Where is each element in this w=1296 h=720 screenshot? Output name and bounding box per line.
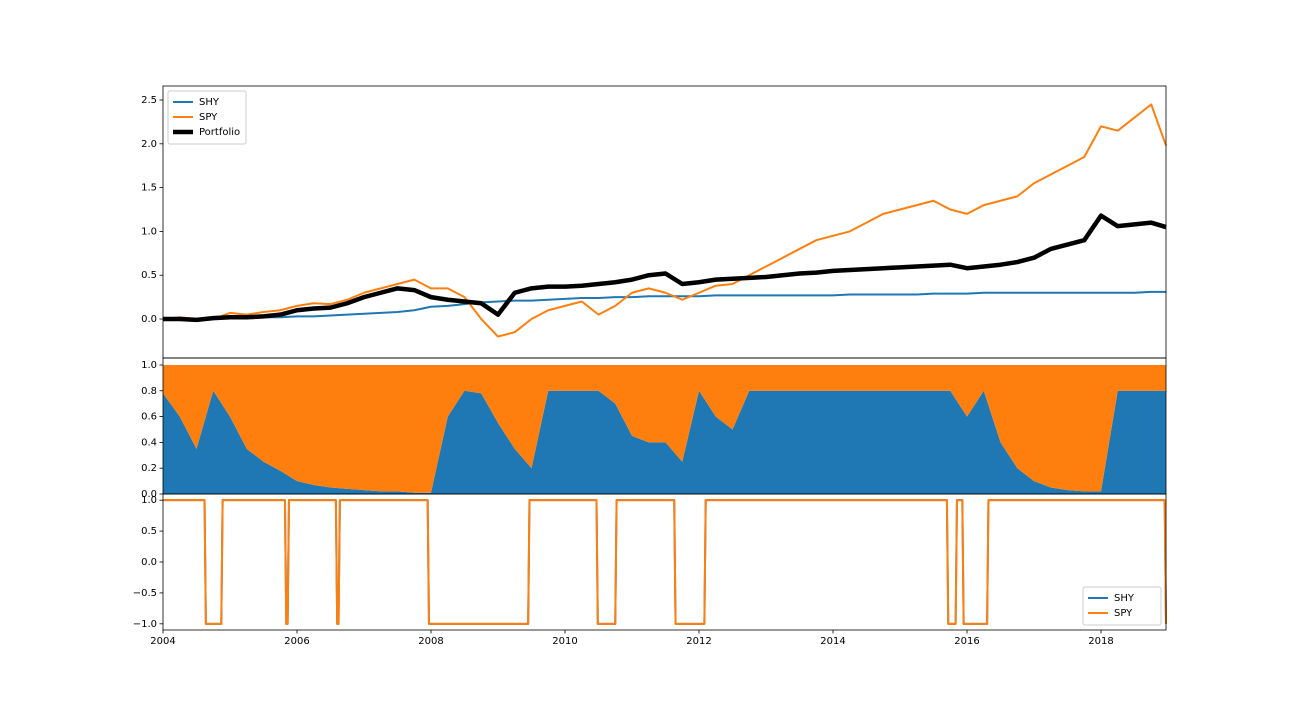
legend-label: SHY xyxy=(1114,593,1135,604)
x-tick-label: 2012 xyxy=(686,636,711,647)
legend-label: Portfolio xyxy=(199,127,240,138)
y-tick-label: 1.5 xyxy=(141,183,157,194)
y-tick-label: 0.0 xyxy=(141,489,157,500)
y-tick-label: 1.0 xyxy=(141,226,157,237)
x-tick-label: 2016 xyxy=(954,636,979,647)
line xyxy=(163,290,1166,321)
x-tick-label: 2004 xyxy=(150,636,175,647)
legend-box xyxy=(1082,586,1162,626)
panel: 0.0 0.2 0.4 0.6 0.8 1.0 xyxy=(141,357,1167,500)
line xyxy=(163,499,1167,625)
legend-label: SPY xyxy=(199,112,218,123)
legend-label: SHY xyxy=(199,97,220,108)
y-tick-label: 0.5 xyxy=(141,270,157,281)
x-tick-label: 2018 xyxy=(1088,636,1113,647)
line xyxy=(163,499,1167,625)
y-tick-label: 0.0 xyxy=(141,314,157,325)
line xyxy=(162,103,1167,338)
area xyxy=(163,364,1166,493)
y-tick-label: 2.5 xyxy=(141,95,157,106)
axes-frame xyxy=(162,493,1167,631)
y-tick-label: −0.5 xyxy=(133,588,157,599)
y-tick-label: 0.2 xyxy=(141,463,157,474)
y-tick-label: 0.8 xyxy=(141,386,157,397)
panel: −1.0 −0.5 0.0 0.5 1.0 2004 2006 2008 2010 2012 201… xyxy=(133,493,1167,647)
y-tick-label: 0.0 xyxy=(141,557,157,568)
y-tick-label: 1.0 xyxy=(141,360,157,371)
y-tick-label: 1.0 xyxy=(141,495,157,506)
x-tick-label: 2014 xyxy=(820,636,845,647)
x-tick-label: 2006 xyxy=(284,636,309,647)
y-tick-label: 2.0 xyxy=(141,139,157,150)
y-tick-label: −1.0 xyxy=(133,619,157,630)
x-tick-label: 2008 xyxy=(418,636,443,647)
x-tick-label: 2010 xyxy=(552,636,577,647)
y-tick-label: 0.4 xyxy=(141,437,157,448)
panel: 0.0 0.5 1.0 1.5 2.0 2.5 SHY SPY Portfolio xyxy=(141,85,1167,359)
y-tick-label: 0.6 xyxy=(141,412,157,423)
line xyxy=(163,213,1167,323)
legend-label: SPY xyxy=(1114,608,1133,619)
y-tick-label: 0.5 xyxy=(141,526,157,537)
